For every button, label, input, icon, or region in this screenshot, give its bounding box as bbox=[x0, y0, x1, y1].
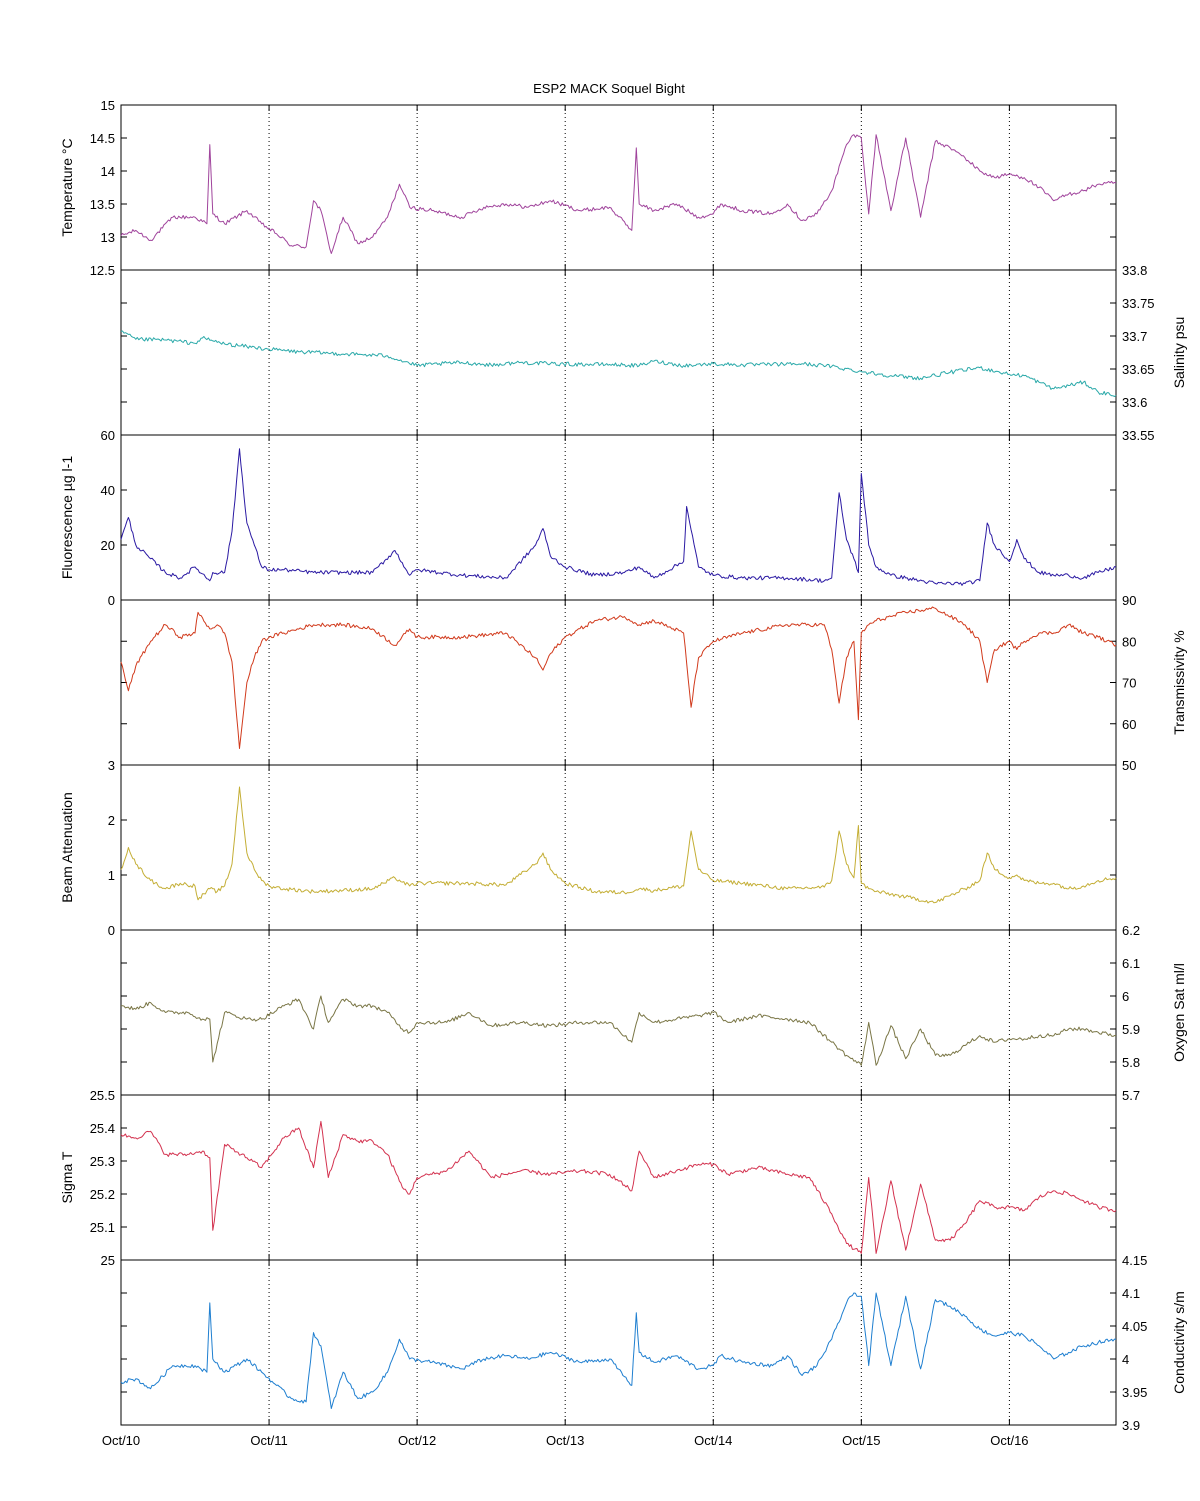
y-tick-label: 90 bbox=[1122, 593, 1136, 608]
y-axis-label: Transmissivity % bbox=[1171, 630, 1187, 735]
y-tick-label: 25.2 bbox=[90, 1187, 115, 1202]
y-tick-label: 60 bbox=[1122, 717, 1136, 732]
y-tick-label: 14 bbox=[101, 164, 115, 179]
y-tick-label: 33.8 bbox=[1122, 263, 1147, 278]
panel-transmissivity: 50 60 70 80 90 Transmissivity % bbox=[120, 593, 1187, 773]
y-tick-label: 33.55 bbox=[1122, 428, 1155, 443]
panel-frame bbox=[120, 764, 1117, 931]
series-line-transmissivity bbox=[120, 606, 1117, 749]
y-axis-label: Conductivity s/m bbox=[1171, 1291, 1187, 1394]
y-tick-label: 6 bbox=[1122, 989, 1129, 1004]
panel-oxygen_sat: 5.7 5.8 5.9 6 6.1 6.2 Oxygen Sat ml/l bbox=[120, 923, 1187, 1103]
panel-frame bbox=[120, 269, 1117, 436]
y-tick-label: 15 bbox=[101, 98, 115, 113]
y-tick-label: 4.05 bbox=[1122, 1319, 1147, 1334]
panel-frame bbox=[120, 1259, 1117, 1426]
y-tick-label: 40 bbox=[101, 483, 115, 498]
y-tick-label: 4.15 bbox=[1122, 1253, 1147, 1268]
series-line-salinity bbox=[120, 330, 1117, 397]
series-line-beam_attenuation bbox=[120, 786, 1117, 904]
panel-frame bbox=[120, 929, 1117, 1096]
y-tick-label: 33.75 bbox=[1122, 296, 1155, 311]
y-axis-label: Temperature °C bbox=[59, 138, 75, 236]
y-tick-label: 25 bbox=[101, 1253, 115, 1268]
y-tick-label: 60 bbox=[101, 428, 115, 443]
y-tick-label: 5.7 bbox=[1122, 1088, 1140, 1103]
y-tick-label: 33.7 bbox=[1122, 329, 1147, 344]
series-line-sigma_t bbox=[120, 1120, 1117, 1254]
y-tick-label: 13.5 bbox=[90, 197, 115, 212]
y-axis-label: Salinity psu bbox=[1171, 317, 1187, 389]
panel-frame bbox=[120, 599, 1117, 766]
panel-temperature: 12.5 13 13.5 14 14.5 15 Temperature °C bbox=[59, 98, 1117, 278]
x-tick-label: Oct/12 bbox=[398, 1433, 436, 1448]
y-tick-label: 25.5 bbox=[90, 1088, 115, 1103]
y-tick-label: 0 bbox=[108, 923, 115, 938]
y-tick-label: 3 bbox=[108, 758, 115, 773]
x-tick-label: Oct/10 bbox=[102, 1433, 140, 1448]
series-line-fluorescence bbox=[120, 448, 1117, 586]
y-tick-label: 2 bbox=[108, 813, 115, 828]
y-tick-label: 13 bbox=[101, 230, 115, 245]
y-tick-label: 14.5 bbox=[90, 131, 115, 146]
panel-frame bbox=[120, 1094, 1117, 1261]
y-tick-label: 80 bbox=[1122, 634, 1136, 649]
y-tick-label: 5.8 bbox=[1122, 1055, 1140, 1070]
panel-conductivity: 3.9 3.95 4 4.05 4.1 4.15 Conductivity s/m bbox=[120, 1253, 1187, 1433]
series-line-oxygen_sat bbox=[120, 995, 1117, 1066]
y-tick-label: 12.5 bbox=[90, 263, 115, 278]
y-tick-label: 25.3 bbox=[90, 1154, 115, 1169]
y-axis-label: Fluorescence µg l-1 bbox=[59, 456, 75, 579]
panel-fluorescence: 0 20 40 60 Fluorescence µg l-1 bbox=[59, 428, 1117, 608]
series-line-temperature bbox=[120, 134, 1117, 254]
y-tick-label: 3.95 bbox=[1122, 1385, 1147, 1400]
y-tick-label: 33.6 bbox=[1122, 395, 1147, 410]
panel-sigma_t: 25 25.1 25.2 25.3 25.4 25.5 Sigma T bbox=[59, 1088, 1117, 1268]
x-tick-label: Oct/16 bbox=[990, 1433, 1028, 1448]
series-line-conductivity bbox=[120, 1292, 1117, 1409]
y-tick-label: 25.4 bbox=[90, 1121, 115, 1136]
y-axis-label: Beam Attenuation bbox=[59, 792, 75, 903]
panel-frame bbox=[120, 104, 1117, 271]
y-tick-label: 6.2 bbox=[1122, 923, 1140, 938]
panel-salinity: 33.55 33.6 33.65 33.7 33.75 33.8 Salinity psu bbox=[120, 263, 1187, 443]
chart-title: ESP2 MACK Soquel Bight bbox=[533, 81, 685, 96]
y-tick-label: 1 bbox=[108, 868, 115, 883]
panel-frame bbox=[120, 434, 1117, 601]
y-tick-label: 3.9 bbox=[1122, 1418, 1140, 1433]
panel-beam_attenuation: 0 1 2 3 Beam Attenuation bbox=[59, 758, 1117, 938]
y-tick-label: 33.65 bbox=[1122, 362, 1155, 377]
y-tick-label: 20 bbox=[101, 538, 115, 553]
y-tick-label: 6.1 bbox=[1122, 956, 1140, 971]
y-tick-label: 4 bbox=[1122, 1352, 1129, 1367]
y-tick-label: 0 bbox=[108, 593, 115, 608]
y-tick-label: 5.9 bbox=[1122, 1022, 1140, 1037]
y-tick-label: 4.1 bbox=[1122, 1286, 1140, 1301]
y-tick-label: 25.1 bbox=[90, 1220, 115, 1235]
y-axis-label: Sigma T bbox=[59, 1151, 75, 1203]
x-tick-label: Oct/14 bbox=[694, 1433, 732, 1448]
y-tick-label: 50 bbox=[1122, 758, 1136, 773]
x-tick-label: Oct/13 bbox=[546, 1433, 584, 1448]
x-tick-label: Oct/15 bbox=[842, 1433, 880, 1448]
y-tick-label: 70 bbox=[1122, 676, 1136, 691]
x-tick-label: Oct/11 bbox=[250, 1433, 287, 1448]
y-axis-label: Oxygen Sat ml/l bbox=[1171, 963, 1187, 1062]
